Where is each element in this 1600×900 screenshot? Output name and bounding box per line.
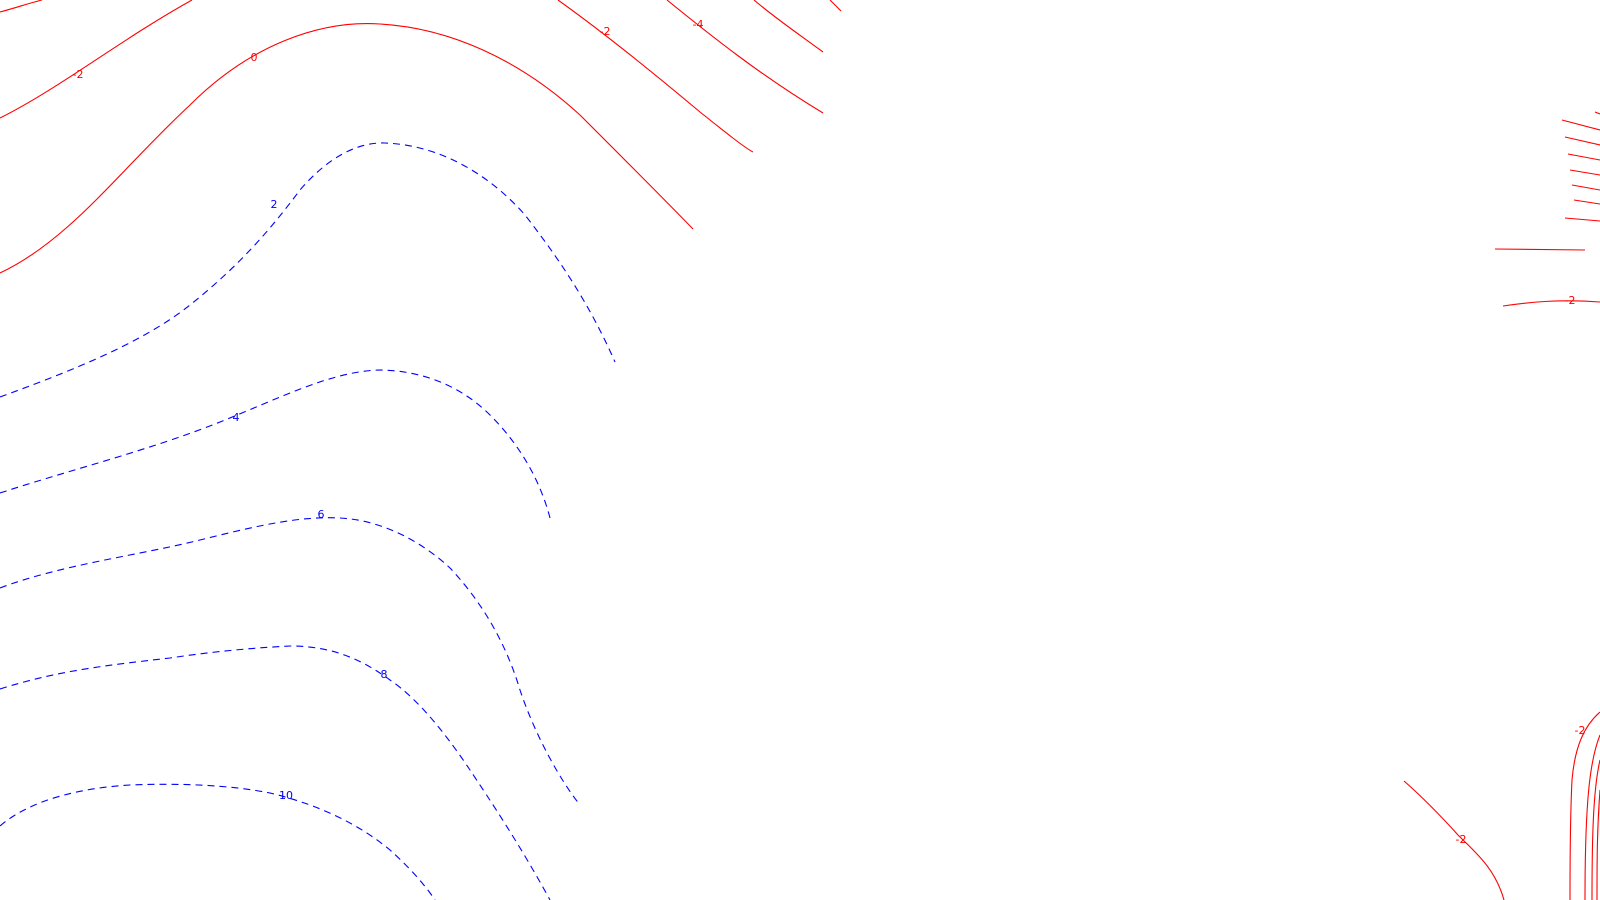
contour-neg2-right [1502, 300, 1600, 307]
contour-4 [0, 369, 551, 519]
contour-neg6-top [753, 0, 824, 53]
contour-label-0: 0 [251, 51, 258, 64]
contour-0 [0, 23, 694, 274]
contour-neg-right-8 [1494, 248, 1586, 251]
contour-label-neg2-topleft: -2 [73, 68, 84, 81]
contour-neg2-topleft [0, 0, 193, 119]
contour-neg-right-7 [1564, 217, 1600, 222]
contour-label-4: 4 [233, 411, 240, 424]
contour-neg-right-9 [1594, 111, 1600, 115]
contour-labels: -2 0 -2 -4 2 4 6 8 10 -2 -2 -2 [73, 18, 1586, 846]
contour-neg-right-3 [1567, 153, 1600, 161]
contour-neg-right-4 [1569, 169, 1600, 176]
contour-neg-right-2 [1564, 136, 1600, 146]
contour-neg-right-1 [1561, 119, 1600, 131]
contour-label-neg2-bottomright-b: -2 [1575, 724, 1586, 737]
contour-label-neg2-right: -2 [1565, 294, 1576, 307]
contour-label-6: 6 [318, 508, 325, 521]
contour-label-2: 2 [271, 198, 278, 211]
contour-10 [0, 783, 436, 900]
contour-neg2-topleft-upper [0, 0, 43, 13]
contour-neg-right-5 [1571, 184, 1600, 191]
contour-label-neg2-bottomright-a: -2 [1456, 833, 1467, 846]
contour-neg-right-6 [1573, 199, 1600, 205]
contour-neg-bottomright-c [1584, 734, 1600, 900]
contour-label-8: 8 [381, 668, 388, 681]
contour-neg2-top [557, 0, 754, 153]
contour-label-10: 10 [279, 789, 293, 802]
contour-neg-bottomright-e [1596, 789, 1600, 900]
contour-8 [0, 645, 551, 900]
contour-2 [0, 142, 616, 398]
contour-neg4-top [666, 0, 824, 114]
contour-neg8-top [829, 0, 842, 12]
contour-label-neg2-top: -2 [600, 25, 611, 38]
contour-neg2-bottomright-b [1569, 711, 1600, 900]
contour-neg-bottomright-d [1591, 759, 1600, 900]
contour-neg2-bottomright-a [1403, 780, 1505, 900]
contour-label-neg4-top: -4 [693, 18, 704, 31]
